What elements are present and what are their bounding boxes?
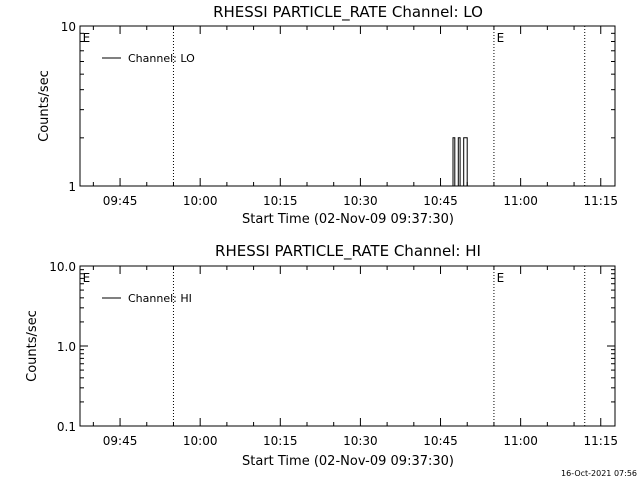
- plot-frame: [79, 25, 616, 187]
- y-tick-label: 10.0: [49, 260, 76, 274]
- x-tick-label: 10:00: [183, 434, 218, 448]
- event-marker: E: [497, 271, 505, 285]
- panel-title: RHESSI PARTICLE_RATE Channel: LO: [213, 3, 483, 22]
- x-tick-label: 11:00: [503, 194, 538, 208]
- x-tick-label: 11:15: [583, 434, 618, 448]
- event-marker: E: [83, 271, 91, 285]
- legend-label: Channel: LO: [128, 52, 195, 65]
- chart-marks: 09:45 10:00 10:15 10:30 10:45 11:00 11:15 1 10 E E: [61, 20, 618, 208]
- x-tick-label: 09:45: [103, 194, 138, 208]
- y-tick-label: 10: [61, 20, 76, 34]
- panel-hi: RHESSI PARTICLE_RATE Channel: HI Start T…: [25, 242, 618, 469]
- timestamp-footer: 16-Oct-2021 07:56: [561, 469, 637, 478]
- x-tick-label: 10:15: [263, 194, 298, 208]
- legend-label: Channel: HI: [128, 292, 192, 305]
- x-tick-label: 10:15: [263, 434, 298, 448]
- x-axis-label: Start Time (02-Nov-09 09:37:30): [242, 212, 454, 227]
- y-axis-label: Counts/sec: [37, 70, 52, 142]
- x-axis-label: Start Time (02-Nov-09 09:37:30): [242, 454, 454, 469]
- x-tick-label: 10:30: [343, 434, 378, 448]
- event-marker: E: [83, 31, 91, 45]
- series-line: [451, 137, 472, 187]
- x-tick-label: 10:30: [343, 194, 378, 208]
- x-tick-label: 10:45: [423, 194, 458, 208]
- y-tick-label: 1: [68, 180, 76, 194]
- event-marker: E: [497, 31, 505, 45]
- x-tick-label: 10:45: [423, 434, 458, 448]
- x-tick-label: 09:45: [103, 434, 138, 448]
- x-tick-label: 10:00: [183, 194, 218, 208]
- y-axis-label: Counts/sec: [25, 310, 40, 382]
- panel-lo: RHESSI PARTICLE_RATE Channel: LO Start T…: [37, 3, 618, 227]
- chart-marks: 09:45 10:00 10:15 10:30 10:45 11:00 11:15 0.1 1.…: [49, 260, 618, 448]
- x-tick-label: 11:15: [583, 194, 618, 208]
- panel-title: RHESSI PARTICLE_RATE Channel: HI: [215, 242, 481, 261]
- plot-frame: [79, 265, 616, 427]
- y-tick-label: 0.1: [57, 420, 76, 434]
- x-tick-label: 11:00: [503, 434, 538, 448]
- y-tick-label: 1.0: [57, 340, 76, 354]
